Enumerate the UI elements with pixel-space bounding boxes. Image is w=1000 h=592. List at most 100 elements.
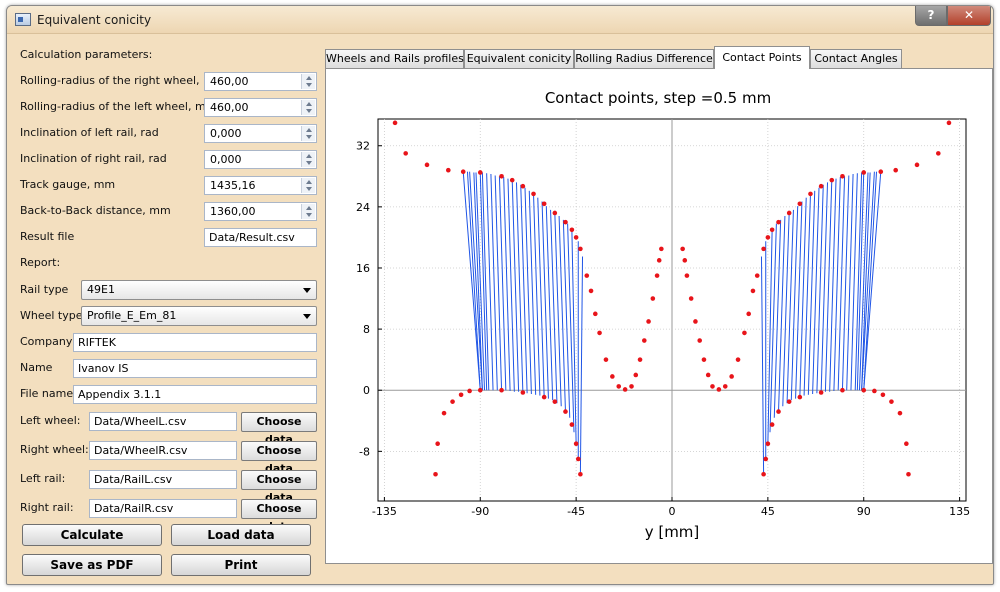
x-tick-label: 45: [761, 505, 775, 518]
profile-point: [541, 201, 547, 207]
spin-arrows-icon[interactable]: [301, 152, 315, 167]
profile-point: [750, 288, 756, 294]
parameters-panel: Calculation parameters: Rolling-radius o…: [7, 34, 317, 584]
contact-line: [854, 172, 863, 391]
company-input[interactable]: RIFTEK: [73, 333, 317, 352]
tab-equivalent-conicity[interactable]: Equivalent conicity: [464, 49, 574, 68]
rail-type-label: Rail type: [20, 283, 69, 296]
profile-point: [797, 394, 803, 400]
name-input[interactable]: Ivanov IS: [73, 359, 317, 378]
right-incl-value: 0,000: [210, 153, 242, 166]
contact-line: [520, 184, 528, 394]
profile-point: [786, 210, 792, 216]
left-wheel-input[interactable]: Data/WheelL.csv: [89, 412, 237, 431]
print-button[interactable]: Print: [171, 554, 311, 576]
contact-line: [473, 172, 483, 391]
contact-line: [824, 180, 833, 392]
filename-input[interactable]: Appendix 3.1.1: [73, 385, 317, 404]
profile-point: [520, 183, 526, 189]
b2b-spinbox[interactable]: 1360,00: [204, 202, 317, 221]
y-tick-label: 8: [363, 323, 370, 336]
y-tick-label: 0: [363, 384, 370, 397]
profile-point: [765, 441, 771, 447]
profile-point: [616, 384, 622, 389]
profile-point: [563, 219, 568, 225]
profile-point: [754, 273, 760, 278]
spin-arrows-icon[interactable]: [301, 178, 315, 193]
gauge-label: Track gauge, mm: [20, 178, 116, 191]
contact-line: [537, 197, 545, 398]
left-incl-spinbox[interactable]: 0,000: [204, 124, 317, 143]
tab-contact-angles[interactable]: Contact Angles: [810, 49, 902, 68]
gauge-spinbox[interactable]: 1435,16: [204, 176, 317, 195]
contact-line: [816, 184, 824, 394]
spin-arrows-icon[interactable]: [301, 74, 315, 89]
right-incl-spinbox[interactable]: 0,000: [204, 150, 317, 169]
title-bar: Equivalent conicity ? ✕: [7, 6, 993, 34]
right-rail-input[interactable]: Data/RailR.csv: [89, 499, 237, 518]
left-rail-input[interactable]: Data/RailL.csv: [89, 470, 237, 489]
calculate-button[interactable]: Calculate: [22, 524, 162, 546]
contact-line: [462, 171, 481, 391]
profile-point: [688, 296, 694, 301]
spin-arrows-icon[interactable]: [301, 100, 315, 115]
contact-line: [567, 223, 575, 433]
profile-point: [541, 394, 547, 400]
profile-point: [701, 357, 707, 362]
contact-points-chart: -135 -90 -45 0 45 90 135 -8 0 8 16 24 32 Contact poin…: [356, 89, 970, 541]
load-data-button[interactable]: Load data: [171, 524, 311, 546]
contact-line: [861, 172, 871, 391]
contact-line: [795, 201, 803, 399]
rail-type-select[interactable]: 49E1: [81, 280, 317, 300]
contact-line: [524, 187, 532, 395]
close-button[interactable]: ✕: [947, 6, 991, 26]
profile-point: [710, 384, 715, 389]
profile-point: [629, 384, 634, 389]
x-tick-label: 135: [949, 505, 970, 518]
contact-line: [820, 182, 829, 393]
profile-point: [403, 151, 408, 156]
contact-line: [829, 178, 837, 392]
profile-point: [786, 399, 792, 404]
y-tick-label: 24: [356, 201, 370, 214]
contact-line: [782, 212, 790, 407]
profile-point: [597, 330, 602, 336]
wheel-type-value: Profile_E_Em_81: [87, 309, 177, 322]
choose-left-wheel-button[interactable]: Choose data: [241, 412, 317, 446]
profile-point: [659, 246, 664, 252]
window-title: Equivalent conicity: [37, 13, 152, 27]
contact-line: [528, 190, 537, 395]
spin-arrows-icon[interactable]: [301, 204, 315, 219]
profile-point: [509, 177, 515, 183]
profile-point: [829, 177, 835, 183]
profile-point: [531, 191, 536, 197]
profile-point: [797, 201, 803, 207]
profile-point: [637, 357, 643, 362]
tab-rolling-radius-difference[interactable]: Rolling Radius Difference: [574, 49, 714, 68]
profile-point: [840, 387, 845, 393]
profile-point: [392, 120, 398, 126]
profile-point: [761, 471, 766, 477]
choose-right-rail-button[interactable]: Choose data: [241, 499, 317, 533]
profile-point: [680, 246, 685, 252]
right-wheel-input[interactable]: Data/WheelR.csv: [89, 441, 237, 460]
chevron-down-icon: [303, 288, 311, 293]
choose-left-rail-button[interactable]: Choose data: [241, 470, 317, 504]
tab-wheels-rails-profiles[interactable]: Wheels and Rails profiles: [325, 49, 464, 68]
profile-point: [650, 296, 656, 301]
profile-point: [578, 471, 583, 477]
spin-arrows-icon[interactable]: [301, 126, 315, 141]
profile-point: [684, 273, 690, 278]
left-radius-spinbox[interactable]: 460,00: [204, 98, 317, 117]
tab-contact-points[interactable]: Contact Points: [714, 46, 810, 69]
contact-line: [767, 229, 773, 444]
result-file-input[interactable]: Data/Result.csv: [204, 228, 317, 247]
right-radius-spinbox[interactable]: 460,00: [204, 72, 317, 91]
contact-line: [863, 171, 882, 391]
choose-right-wheel-button[interactable]: Choose data: [241, 441, 317, 475]
help-button[interactable]: ?: [915, 6, 947, 26]
contact-line: [550, 209, 558, 404]
left-radius-value: 460,00: [210, 101, 249, 114]
wheel-type-select[interactable]: Profile_E_Em_81: [81, 306, 317, 326]
save-pdf-button[interactable]: Save as PDF: [22, 554, 162, 576]
